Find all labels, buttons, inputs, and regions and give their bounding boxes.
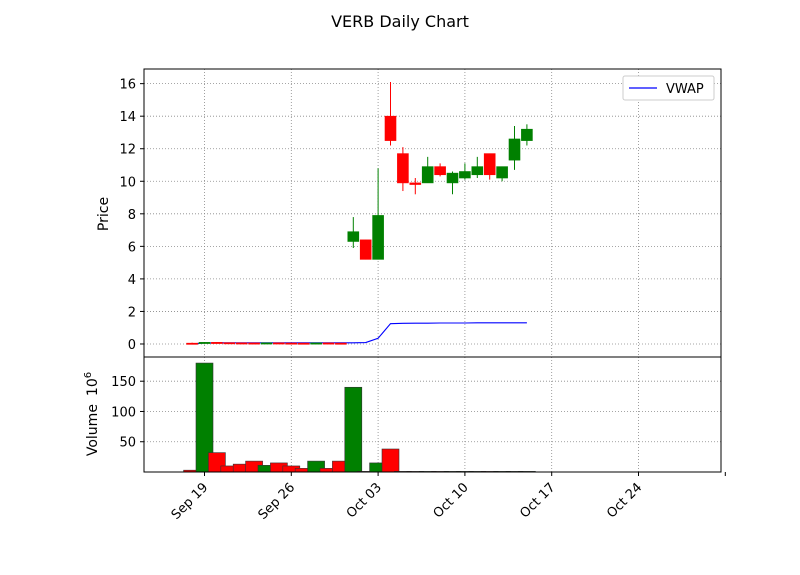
candle-body: [508, 138, 521, 161]
legend: VWAP: [622, 75, 715, 101]
candle-body: [223, 342, 236, 345]
price-y-tick-label: 16: [119, 78, 136, 93]
candle-body: [310, 342, 322, 345]
x-tick-label: Oct 03: [344, 480, 385, 521]
candle-body: [421, 166, 434, 184]
candle-body: [397, 153, 409, 184]
x-tick-label: Oct 24: [604, 480, 645, 521]
price-y-tick-label: 14: [119, 110, 136, 125]
candle-body: [359, 239, 372, 260]
candle-body: [211, 342, 223, 344]
price-y-ticks: 0 2 4 6 8 10 12 14 16: [119, 78, 144, 353]
candle-body: [459, 171, 471, 179]
candle-body: [198, 342, 211, 344]
price-y-tick-label: 8: [128, 208, 136, 223]
x-tick-label: Sep 26: [256, 480, 299, 523]
legend-box: [622, 75, 715, 101]
candle-body: [409, 182, 422, 185]
volume-bar: [381, 448, 400, 473]
candle-body: [384, 115, 397, 141]
candle-body: [521, 128, 533, 141]
candle-body: [347, 231, 360, 242]
volume-axis-label: Volume 106: [83, 372, 101, 456]
volume-bar: [344, 386, 363, 473]
candle-body: [496, 166, 508, 179]
volume-grid: [144, 357, 721, 472]
candle-body: [471, 166, 484, 176]
legend-vwap-label: VWAP: [666, 82, 704, 97]
volume-y-ticks: 50 100 150: [111, 375, 144, 451]
x-tick-label: Oct 10: [431, 480, 472, 521]
price-y-tick-label: 0: [128, 338, 136, 353]
price-panel-frame: [143, 68, 722, 358]
volume-y-tick-label: 50: [119, 436, 136, 451]
vwap-line: [192, 322, 527, 345]
price-y-tick-label: 12: [119, 143, 136, 158]
price-y-tick-label: 6: [128, 240, 136, 255]
candle-body: [235, 342, 248, 345]
candle-body: [297, 342, 310, 345]
volume-axis-multiplier: 106: [83, 372, 101, 396]
price-grid: [144, 69, 721, 357]
candle-body: [483, 153, 496, 176]
candle-body: [372, 215, 384, 260]
x-tick-label: Oct 17: [517, 480, 558, 521]
x-tick-label: Sep 19: [169, 480, 212, 523]
price-axis-label: Price: [96, 197, 112, 231]
volume-bars: [183, 362, 536, 473]
price-y-tick-label: 10: [119, 175, 136, 190]
volume-axis-label-text: Volume: [85, 404, 101, 456]
candle-body: [335, 342, 347, 345]
candles: [186, 82, 533, 345]
candle-body: [273, 342, 285, 345]
chart-title: VERB Daily Chart: [331, 12, 469, 31]
vwap-layer: [192, 322, 527, 345]
volume-panel-frame: [143, 356, 722, 473]
candle-body: [186, 342, 198, 345]
volume-y-tick-label: 150: [111, 375, 136, 390]
volume-y-tick-label: 100: [111, 405, 136, 420]
candle-body: [322, 342, 335, 345]
candle-body: [260, 342, 273, 345]
candle-body: [446, 172, 459, 184]
price-y-tick-label: 4: [128, 273, 136, 288]
candle-body: [434, 166, 446, 176]
candle-body: [285, 342, 298, 345]
volume-axis-exponent: 6: [83, 372, 94, 378]
x-ticks: Sep 19 Sep 26 Oct 03 Oct 10 Oct 17 Oct 24: [169, 472, 726, 523]
candle-body: [248, 342, 260, 345]
price-y-tick-label: 2: [128, 305, 136, 320]
